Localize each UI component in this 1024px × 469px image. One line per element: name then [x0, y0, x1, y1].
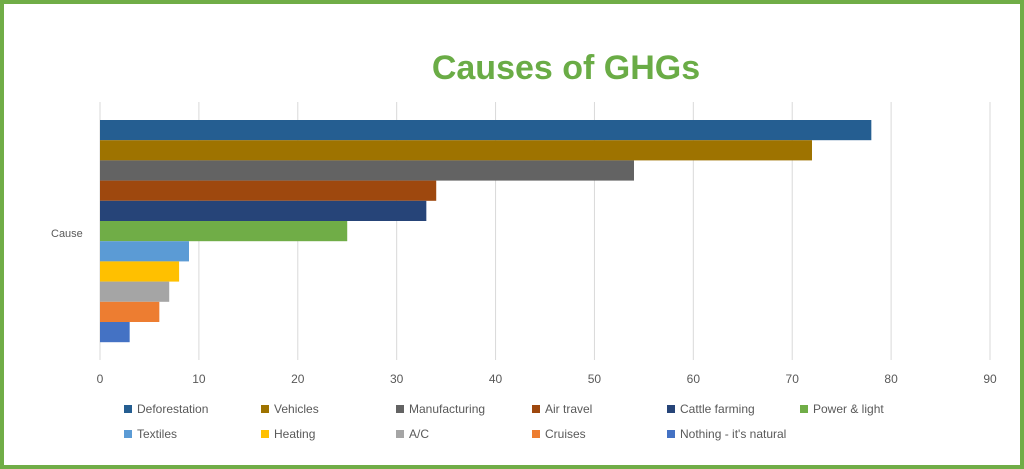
x-tick-label: 80	[884, 372, 898, 386]
legend-swatch	[396, 405, 404, 413]
bar-manufacturing	[100, 160, 634, 181]
bars	[100, 120, 872, 343]
legend-swatch	[124, 430, 132, 438]
legend-label: Power & light	[813, 402, 884, 416]
legend-label: Deforestation	[137, 402, 208, 416]
x-tick-label: 30	[390, 372, 404, 386]
bar-heating	[100, 261, 180, 282]
legend-item: Vehicles	[261, 402, 319, 416]
bar-nothing-it-s-natural	[100, 322, 130, 343]
legend-swatch	[667, 430, 675, 438]
bar-power-light	[100, 221, 348, 242]
x-tick-label: 0	[97, 372, 104, 386]
x-tick-label: 10	[192, 372, 206, 386]
bar-deforestation	[100, 120, 872, 141]
legend-swatch	[261, 430, 269, 438]
x-tick-label: 70	[786, 372, 800, 386]
x-tick-label: 40	[489, 372, 503, 386]
chart-title: Causes of GHGs	[432, 49, 700, 87]
legend-item: Cruises	[532, 427, 586, 441]
legend-label: Vehicles	[274, 402, 319, 416]
x-axis-ticks: 0 10 20 30 40 50 60 70 80 90	[97, 372, 997, 386]
x-tick-label: 50	[588, 372, 602, 386]
legend-swatch	[261, 405, 269, 413]
legend-label: Cruises	[545, 427, 586, 441]
legend-swatch	[124, 405, 132, 413]
y-axis-category-label: Cause	[51, 228, 83, 240]
legend-label: Air travel	[545, 402, 592, 416]
legend-label: Cattle farming	[680, 402, 755, 416]
bar-air-travel	[100, 180, 437, 201]
legend-item: Deforestation	[124, 402, 208, 416]
legend-item: Nothing - it's natural	[667, 427, 786, 441]
legend-item: Textiles	[124, 427, 177, 441]
legend-swatch	[532, 430, 540, 438]
legend-swatch	[800, 405, 808, 413]
legend-swatch	[532, 405, 540, 413]
x-tick-label: 90	[983, 372, 997, 386]
legend-item: Power & light	[800, 402, 884, 416]
legend: Deforestation Vehicles Manufacturing Air tr…	[124, 402, 884, 441]
bar-vehicles	[100, 140, 812, 161]
legend-swatch	[667, 405, 675, 413]
legend-item: A/C	[396, 427, 429, 441]
bar-cruises	[100, 301, 160, 322]
x-tick-label: 20	[291, 372, 305, 386]
legend-label: Heating	[274, 427, 315, 441]
legend-label: Manufacturing	[409, 402, 485, 416]
legend-swatch	[396, 430, 404, 438]
legend-label: Nothing - it's natural	[680, 427, 786, 441]
legend-label: A/C	[409, 427, 429, 441]
legend-item: Heating	[261, 427, 315, 441]
bar-cattle-farming	[100, 200, 427, 221]
bar-textiles	[100, 241, 189, 262]
legend-item: Manufacturing	[396, 402, 485, 416]
bar-a-c	[100, 281, 170, 302]
legend-label: Textiles	[137, 427, 177, 441]
legend-item: Cattle farming	[667, 402, 755, 416]
legend-item: Air travel	[532, 402, 592, 416]
x-tick-label: 60	[687, 372, 701, 386]
